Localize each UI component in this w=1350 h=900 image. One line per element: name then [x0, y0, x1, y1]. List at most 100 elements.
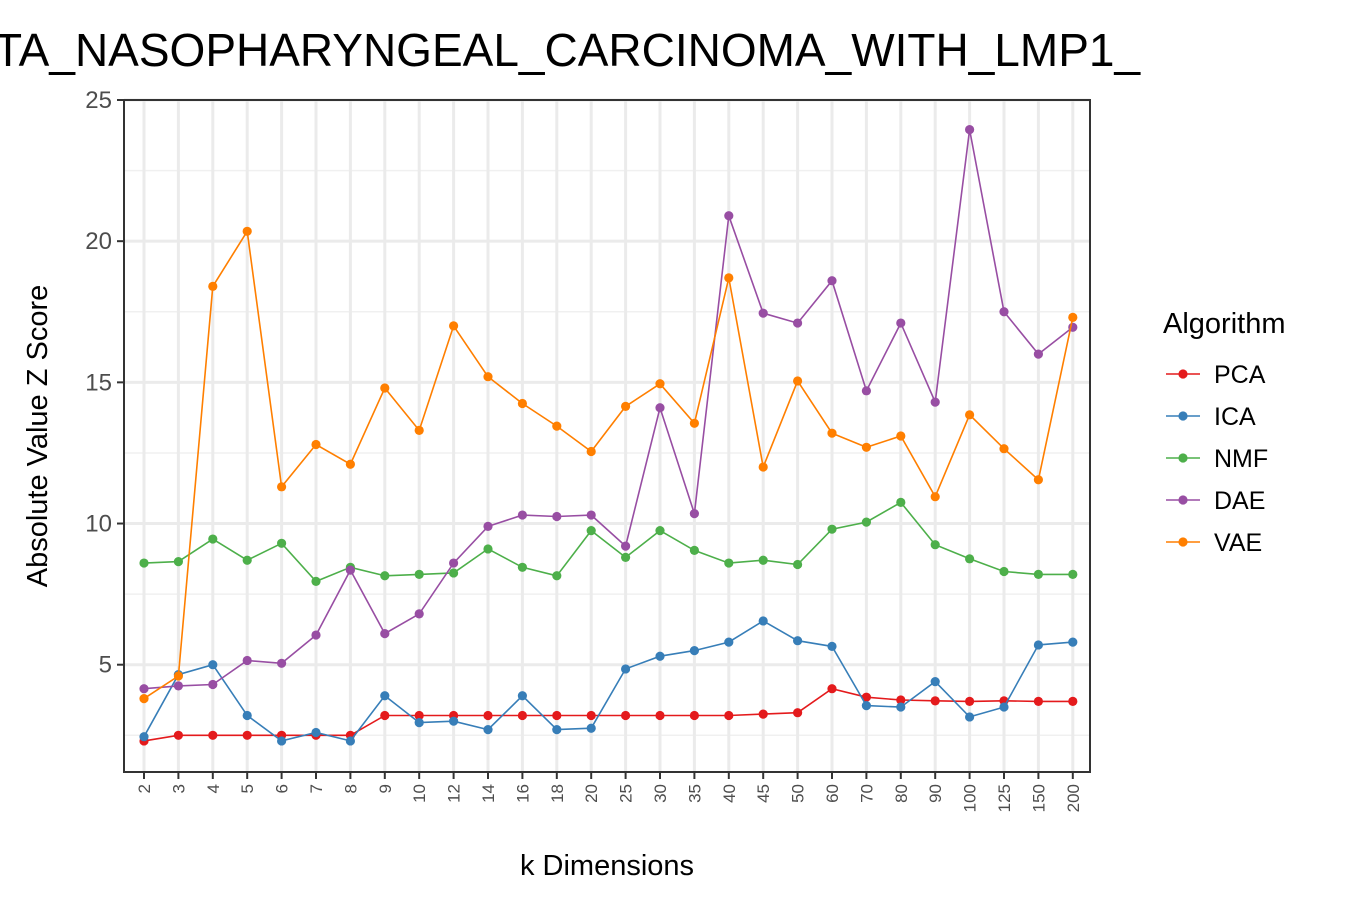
dae-point [827, 276, 837, 286]
legend-key-point-nmf [1178, 453, 1188, 463]
x-tick-label: 90 [926, 784, 945, 803]
nmf-point [827, 524, 837, 534]
legend-key-point-pca [1178, 369, 1188, 379]
nmf-point [449, 568, 459, 578]
vae-point [896, 431, 906, 441]
dae-point [242, 655, 252, 666]
ica-point [345, 736, 355, 746]
x-tick-label: 50 [789, 784, 808, 803]
y-tick-label: 10 [85, 511, 112, 538]
vae-point [449, 321, 459, 331]
vae-point [242, 226, 252, 236]
vae-point [655, 379, 665, 389]
vae-line [143, 228, 1074, 700]
dae-point [208, 679, 218, 690]
x-tick-label: 18 [548, 784, 567, 803]
dae-point [965, 125, 975, 135]
y-axis: 5 10 15 20 25 [85, 87, 124, 679]
legend-key-point-ica [1178, 411, 1188, 421]
vae-point [208, 281, 218, 291]
x-tick-label: 30 [651, 784, 670, 803]
vae-point [1033, 475, 1043, 485]
ica-point [896, 702, 906, 712]
ica-point [380, 691, 390, 701]
x-tick-label: 45 [754, 784, 773, 803]
dae-point [999, 307, 1009, 317]
legend-label-vae: VAE [1214, 529, 1262, 557]
pca-point [380, 710, 390, 721]
pca-point [1068, 696, 1078, 707]
x-tick-label: 16 [513, 784, 532, 803]
dae-point [1033, 349, 1043, 359]
series-nmf [139, 497, 1078, 587]
vae-point [793, 376, 803, 386]
ica-point [414, 717, 424, 728]
pca-point [586, 710, 596, 721]
pca-point [483, 710, 493, 721]
vae-point [414, 425, 424, 435]
ica-point [827, 641, 837, 651]
nmf-point [689, 545, 700, 555]
nmf-point [1068, 569, 1078, 579]
dae-line [143, 129, 1074, 690]
nmf-point [861, 517, 872, 527]
ica-point [586, 723, 596, 733]
pca-point [758, 709, 768, 719]
nmf-point [930, 540, 940, 550]
dae-point [414, 609, 424, 619]
ica-point [965, 712, 975, 722]
ica-point [449, 716, 459, 726]
dae-point [552, 511, 562, 522]
legend-key-point-vae [1178, 537, 1188, 547]
pca-point [827, 684, 837, 694]
legend-label-ica: ICA [1214, 403, 1256, 431]
ica-point [208, 660, 218, 670]
pca-point [1033, 696, 1043, 707]
y-tick-label: 15 [85, 369, 112, 396]
vae-point [311, 439, 321, 450]
ica-line [143, 619, 1073, 742]
legend-key-point-dae [1178, 495, 1188, 505]
ica-point [1068, 637, 1078, 647]
vae-point [345, 459, 355, 469]
ica-point [724, 637, 734, 647]
x-tick-label: 8 [341, 784, 360, 793]
nmf-point [208, 534, 218, 544]
dae-point [861, 386, 872, 396]
nmf-point [242, 555, 252, 565]
pca-point [552, 710, 562, 721]
dae-point [758, 308, 768, 318]
pca-point [930, 696, 940, 706]
pca-line [143, 687, 1073, 742]
pca-point [793, 708, 803, 718]
nmf-point [277, 538, 287, 548]
x-tick-label: 2 [135, 784, 154, 793]
vae-point [621, 401, 631, 411]
x-tick-label: 60 [823, 784, 842, 803]
legend-label-pca: PCA [1214, 361, 1266, 389]
pca-point [517, 710, 528, 721]
pca-point [242, 730, 252, 740]
x-tick-label: 7 [307, 784, 326, 793]
chart-title: TA_NASOPHARYNGEAL_CARCINOMA_WITH_LMP1_ [0, 24, 1141, 76]
nmf-point [965, 554, 975, 564]
x-tick-label: 5 [238, 784, 257, 793]
vae-point [827, 428, 837, 438]
dae-point [139, 684, 149, 694]
ica-point [758, 616, 768, 626]
x-tick-label: 40 [720, 784, 739, 803]
x-tick-label: 100 [961, 784, 980, 812]
pca-point [655, 710, 665, 721]
series-lines [139, 125, 1078, 746]
nmf-point [586, 525, 596, 536]
vae-point [758, 462, 768, 472]
x-tick-label: 10 [410, 784, 429, 803]
nmf-point [139, 558, 149, 568]
ica-point [999, 702, 1009, 712]
ica-point [1033, 640, 1043, 650]
y-axis-title: Absolute Value Z Score [22, 285, 54, 588]
pca-point [173, 730, 183, 740]
pca-point [724, 710, 734, 721]
vae-point [930, 492, 940, 502]
